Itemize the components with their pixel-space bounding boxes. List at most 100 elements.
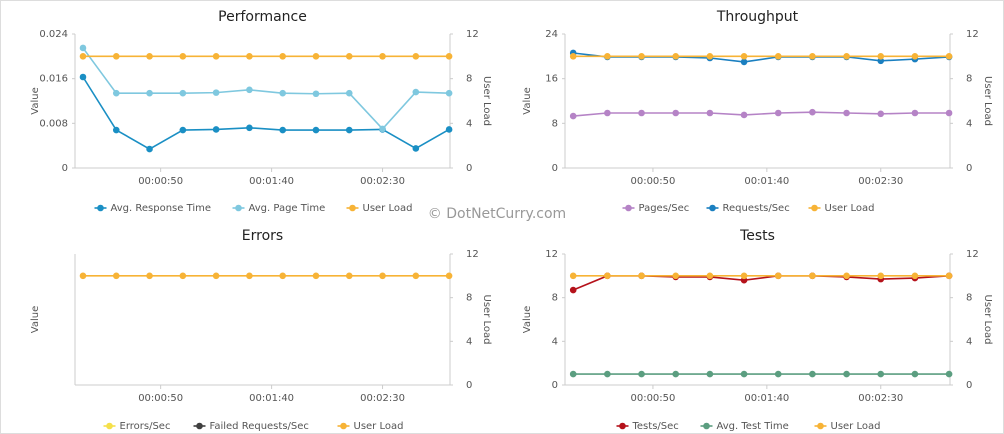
y2-tick-label: 0 bbox=[966, 380, 972, 391]
data-point bbox=[345, 126, 353, 134]
x-tick-label: 00:00:50 bbox=[138, 176, 183, 187]
legend-swatch bbox=[196, 422, 203, 430]
data-point bbox=[79, 272, 87, 280]
y-tick-label: 0 bbox=[552, 380, 558, 391]
legend-swatch bbox=[106, 422, 113, 430]
chart-title: Tests bbox=[739, 228, 775, 244]
legend-swatch bbox=[703, 422, 710, 430]
y-tick-label: 0.008 bbox=[39, 118, 68, 129]
data-point bbox=[774, 109, 782, 117]
y-tick-label: 24 bbox=[545, 29, 558, 40]
legend-label: User Load bbox=[354, 421, 404, 432]
data-point bbox=[877, 272, 885, 280]
data-point bbox=[212, 53, 220, 60]
legend-label: User Load bbox=[831, 421, 881, 432]
x-tick-label: 00:00:50 bbox=[630, 176, 675, 187]
y2-tick-label: 12 bbox=[966, 249, 979, 260]
legend-swatch bbox=[811, 204, 818, 212]
legend-label: Requests/Sec bbox=[723, 203, 790, 214]
data-point bbox=[445, 53, 453, 60]
data-point bbox=[809, 272, 816, 280]
data-point bbox=[345, 53, 353, 60]
series-line bbox=[82, 47, 450, 131]
data-point bbox=[604, 53, 611, 60]
y2-axis-label: User Load bbox=[481, 76, 492, 126]
data-point bbox=[672, 53, 680, 60]
y-axis-label: Value bbox=[30, 87, 41, 114]
legend-label: Avg. Page Time bbox=[249, 203, 326, 214]
y-tick-label: 16 bbox=[545, 74, 558, 85]
y-tick-label: 0 bbox=[62, 163, 68, 174]
data-point bbox=[279, 126, 286, 134]
data-point bbox=[246, 86, 253, 94]
data-point bbox=[604, 272, 611, 280]
data-point bbox=[212, 89, 220, 96]
y-axis-label: Value bbox=[522, 87, 533, 114]
y2-tick-label: 8 bbox=[966, 293, 972, 304]
legend-swatch bbox=[817, 422, 824, 430]
data-point bbox=[79, 44, 87, 52]
data-point bbox=[112, 126, 120, 134]
data-point bbox=[569, 272, 577, 280]
y2-tick-label: 12 bbox=[466, 249, 479, 260]
x-tick-label: 00:00:50 bbox=[138, 393, 183, 404]
chart-title: Throughput bbox=[716, 9, 799, 25]
data-point bbox=[945, 272, 953, 280]
y-axis-label: Value bbox=[30, 306, 41, 333]
data-point bbox=[911, 370, 919, 378]
legend-label: User Load bbox=[825, 203, 875, 214]
data-point bbox=[212, 272, 220, 280]
x-tick-label: 00:01:40 bbox=[744, 393, 789, 404]
data-point bbox=[79, 53, 87, 60]
data-point bbox=[672, 109, 680, 117]
data-point bbox=[604, 370, 611, 378]
data-point bbox=[740, 58, 748, 66]
y-axis-label: Value bbox=[522, 306, 533, 333]
y2-tick-label: 8 bbox=[466, 74, 472, 85]
data-point bbox=[774, 53, 782, 60]
data-point bbox=[843, 370, 850, 378]
data-point bbox=[146, 145, 153, 153]
data-point bbox=[672, 370, 680, 378]
x-tick-label: 00:01:40 bbox=[249, 393, 294, 404]
legend-label: Avg. Test Time bbox=[717, 421, 789, 432]
data-point bbox=[412, 272, 420, 280]
y2-tick-label: 0 bbox=[966, 163, 972, 174]
y2-tick-label: 4 bbox=[466, 118, 472, 129]
chart-title: Errors bbox=[242, 228, 283, 244]
watermark: © DotNetCurry.com bbox=[428, 206, 566, 222]
data-point bbox=[246, 124, 253, 132]
y2-tick-label: 8 bbox=[966, 74, 972, 85]
x-tick-label: 00:02:30 bbox=[858, 176, 903, 187]
data-point bbox=[412, 145, 420, 152]
data-point bbox=[843, 109, 850, 117]
data-point bbox=[638, 272, 645, 280]
y2-axis-label: User Load bbox=[481, 295, 492, 345]
series-line bbox=[82, 76, 450, 150]
data-point bbox=[740, 370, 748, 378]
data-point bbox=[379, 272, 386, 280]
data-point bbox=[246, 272, 253, 280]
data-point bbox=[345, 272, 353, 280]
data-point bbox=[877, 370, 885, 378]
legend-swatch bbox=[235, 204, 242, 212]
data-point bbox=[945, 370, 953, 378]
legend-swatch bbox=[349, 204, 356, 212]
y-tick-label: 0.016 bbox=[39, 74, 68, 85]
data-point bbox=[379, 53, 386, 60]
data-point bbox=[112, 89, 120, 97]
data-point bbox=[379, 125, 386, 133]
y2-tick-label: 4 bbox=[466, 336, 472, 347]
y2-tick-label: 4 bbox=[966, 118, 972, 129]
legend-label: Errors/Sec bbox=[120, 421, 171, 432]
data-point bbox=[445, 272, 453, 280]
legend-label: Tests/Sec bbox=[632, 421, 679, 432]
data-point bbox=[638, 53, 645, 60]
legend-swatch bbox=[619, 422, 626, 430]
data-point bbox=[774, 272, 782, 280]
data-point bbox=[179, 89, 187, 97]
data-point bbox=[809, 108, 816, 116]
legend-swatch bbox=[97, 204, 104, 212]
data-point bbox=[312, 53, 320, 60]
